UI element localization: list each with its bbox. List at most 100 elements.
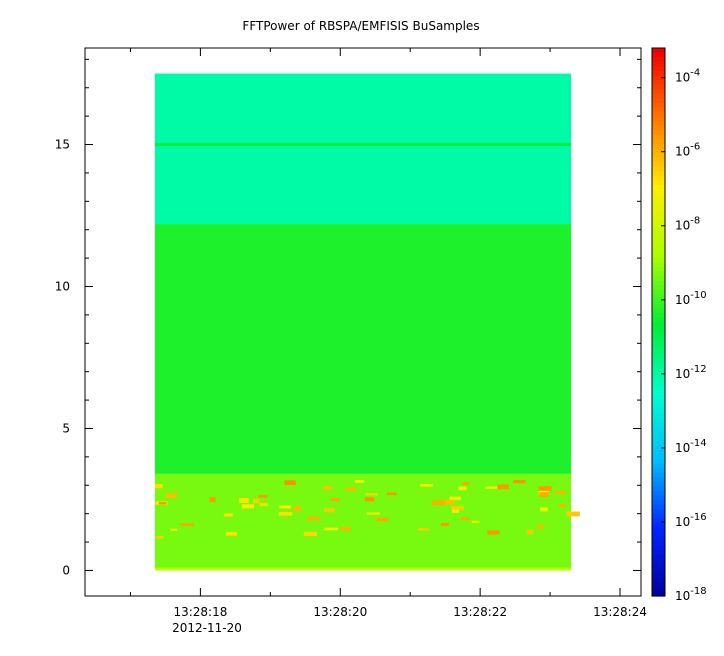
colorbar-segment (652, 463, 665, 469)
y-tick-label: 10 (55, 280, 70, 294)
emission-patch (452, 508, 459, 513)
x-tick-label: 13:28:18 (173, 605, 227, 619)
emission-patch (540, 507, 548, 512)
colorbar-segment (652, 89, 665, 95)
chart-title: FFTPower of RBSPA/EMFISIS BuSamples (242, 19, 479, 33)
emission-patch (419, 484, 434, 487)
colorbar-segment (652, 586, 665, 593)
spectrogram-band (154, 473, 572, 571)
colorbar-segment (652, 564, 665, 570)
emission-patch (431, 500, 445, 505)
emission-patch (513, 479, 526, 484)
colorbar-segment (652, 125, 665, 131)
emission-patch (460, 517, 471, 520)
colorbar-segment (652, 134, 665, 140)
colorbar-segment (652, 522, 665, 529)
emission-patch (303, 531, 317, 536)
emission-patch (241, 504, 255, 509)
colorbar-segment (652, 226, 665, 232)
emission-patch (538, 486, 552, 491)
colorbar-segment (652, 262, 665, 268)
colorbar-segment (652, 518, 665, 524)
colorbar-segment (652, 271, 665, 277)
emission-patch (527, 529, 534, 535)
colorbar-segment (652, 449, 665, 456)
emission-patch (278, 512, 293, 516)
colorbar-segment (652, 559, 665, 565)
colorbar-segment (652, 153, 665, 159)
colorbar-tick-label: 10-4 (675, 68, 700, 85)
colorbar-segment (652, 130, 665, 136)
colorbar-segment (652, 372, 665, 378)
colorbar-axis: 10-4 10-6 10-8 10-10 10-12 10-14 10-16 10-18 (661, 68, 707, 603)
colorbar-segment (652, 107, 665, 113)
emission-patch (458, 486, 467, 491)
colorbar-segment (652, 52, 665, 58)
colorbar-segment (652, 280, 665, 287)
x-tick-label: 13:28:22 (453, 605, 507, 619)
emission-patch (324, 527, 339, 531)
colorbar-segment (652, 248, 665, 255)
colorbar-segment (652, 162, 665, 168)
emission-patch (566, 511, 580, 517)
emission-patch (223, 513, 233, 517)
emission-patch (323, 486, 333, 490)
colorbar-segment (652, 198, 665, 204)
emission-patch (156, 536, 164, 539)
emission-patch (376, 517, 389, 522)
colorbar-segment (652, 98, 665, 104)
colorbar-segment (652, 477, 665, 483)
emission-patch (154, 484, 163, 489)
colorbar-segment (652, 349, 665, 355)
colorbar-segment (652, 70, 665, 76)
colorbar-segment (652, 317, 665, 323)
colorbar-segment (652, 139, 665, 145)
colorbar-segment (652, 459, 665, 465)
colorbar-segment (652, 490, 665, 497)
colorbar-tick-label: 10-14 (675, 438, 707, 455)
colorbar-segment (652, 417, 665, 424)
emission-patch (330, 498, 340, 502)
emission-patch (366, 512, 380, 515)
y-tick-label: 0 (62, 563, 70, 577)
colorbar-segment (652, 363, 665, 369)
emission-patch (279, 505, 292, 509)
colorbar-segment (652, 331, 665, 337)
colorbar-segment (652, 230, 665, 236)
emission-patch (345, 487, 357, 491)
emission-patch (253, 498, 260, 504)
colorbar-segment (652, 185, 665, 191)
spectrogram-image (154, 73, 580, 571)
emission-patch (284, 480, 296, 486)
colorbar-segment (652, 308, 665, 314)
colorbar-segment (652, 495, 665, 501)
colorbar-segment (652, 102, 665, 108)
emission-patch (441, 522, 449, 526)
colorbar-segment (652, 550, 665, 556)
colorbar-segment (652, 294, 665, 300)
colorbar-tick-label: 10-10 (675, 290, 707, 307)
colorbar-segment (652, 486, 665, 492)
emission-patch (462, 482, 470, 485)
emission-patch (165, 493, 178, 498)
colorbar-segment (652, 61, 665, 67)
colorbar-segment (652, 66, 665, 72)
colorbar-tick-label: 10-6 (675, 142, 700, 159)
colorbar-segment (652, 481, 665, 487)
emission-patch (365, 497, 375, 502)
emission-patch (418, 528, 429, 531)
colorbar-segment (652, 527, 665, 533)
emission-patch (537, 525, 545, 529)
colorbar-segment (652, 427, 665, 433)
colorbar-segment (652, 358, 665, 364)
colorbar-segment (652, 212, 665, 218)
colorbar-tick-label: 10-18 (675, 586, 707, 603)
colorbar-frame (651, 47, 666, 597)
colorbar-segment (652, 285, 665, 291)
emission-patch (258, 495, 268, 498)
colorbar-segment (652, 568, 665, 574)
emission-patch (158, 502, 167, 505)
colorbar-segment (652, 267, 665, 273)
y-axis: 0 5 10 15 (55, 58, 641, 577)
colorbar-segment (652, 221, 665, 227)
